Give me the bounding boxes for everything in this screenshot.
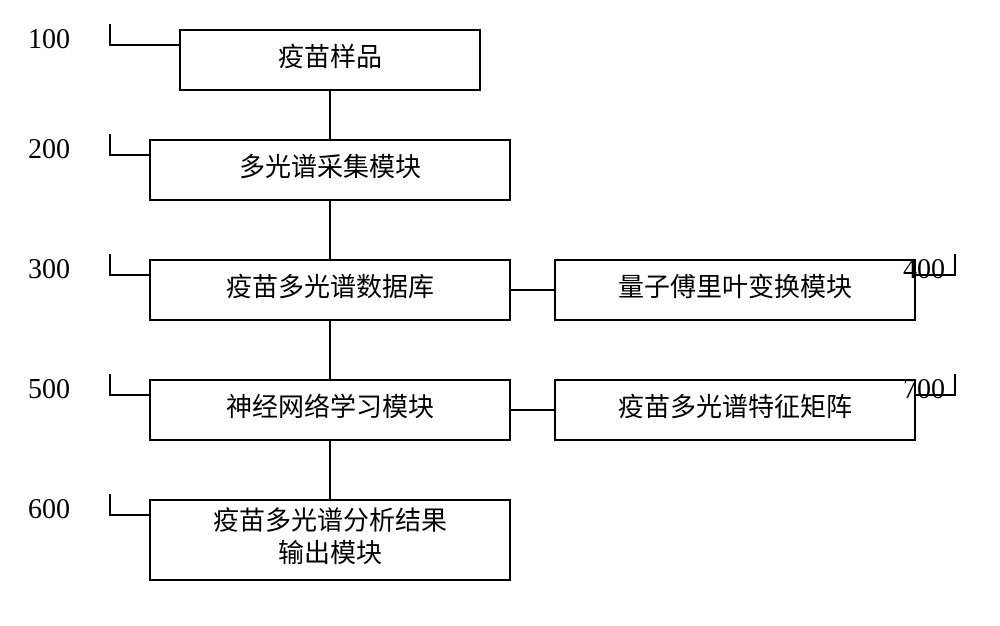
node-n300: 疫苗多光谱数据库 xyxy=(150,260,510,320)
node-n200: 多光谱采集模块 xyxy=(150,140,510,200)
node-label: 多光谱采集模块 xyxy=(239,153,421,182)
lead-n600 xyxy=(110,494,150,515)
node-n700: 疫苗多光谱特征矩阵 xyxy=(555,380,915,440)
node-number-500: 500 xyxy=(28,374,70,405)
node-number-700: 700 xyxy=(903,374,945,405)
node-number-600: 600 xyxy=(28,494,70,525)
lead-n200 xyxy=(110,134,150,155)
node-label: 疫苗多光谱数据库 xyxy=(226,273,434,302)
node-number-300: 300 xyxy=(28,254,70,285)
node-label: 疫苗多光谱特征矩阵 xyxy=(618,393,852,422)
node-label: 输出模块 xyxy=(278,539,382,568)
node-number-400: 400 xyxy=(903,254,945,285)
node-n500: 神经网络学习模块 xyxy=(150,380,510,440)
node-n600: 疫苗多光谱分析结果输出模块 xyxy=(150,500,510,580)
node-label: 量子傅里叶变换模块 xyxy=(618,273,852,302)
node-n400: 量子傅里叶变换模块 xyxy=(555,260,915,320)
lead-n500 xyxy=(110,374,150,395)
node-number-200: 200 xyxy=(28,134,70,165)
node-label: 疫苗样品 xyxy=(278,43,382,72)
lead-n100 xyxy=(110,24,180,45)
node-number-100: 100 xyxy=(28,24,70,55)
node-n100: 疫苗样品 xyxy=(180,30,480,90)
node-label: 疫苗多光谱分析结果 xyxy=(213,507,447,536)
flowchart-diagram: 疫苗样品多光谱采集模块疫苗多光谱数据库量子傅里叶变换模块神经网络学习模块疫苗多光… xyxy=(0,0,1000,626)
lead-n300 xyxy=(110,254,150,275)
node-label: 神经网络学习模块 xyxy=(226,393,434,422)
